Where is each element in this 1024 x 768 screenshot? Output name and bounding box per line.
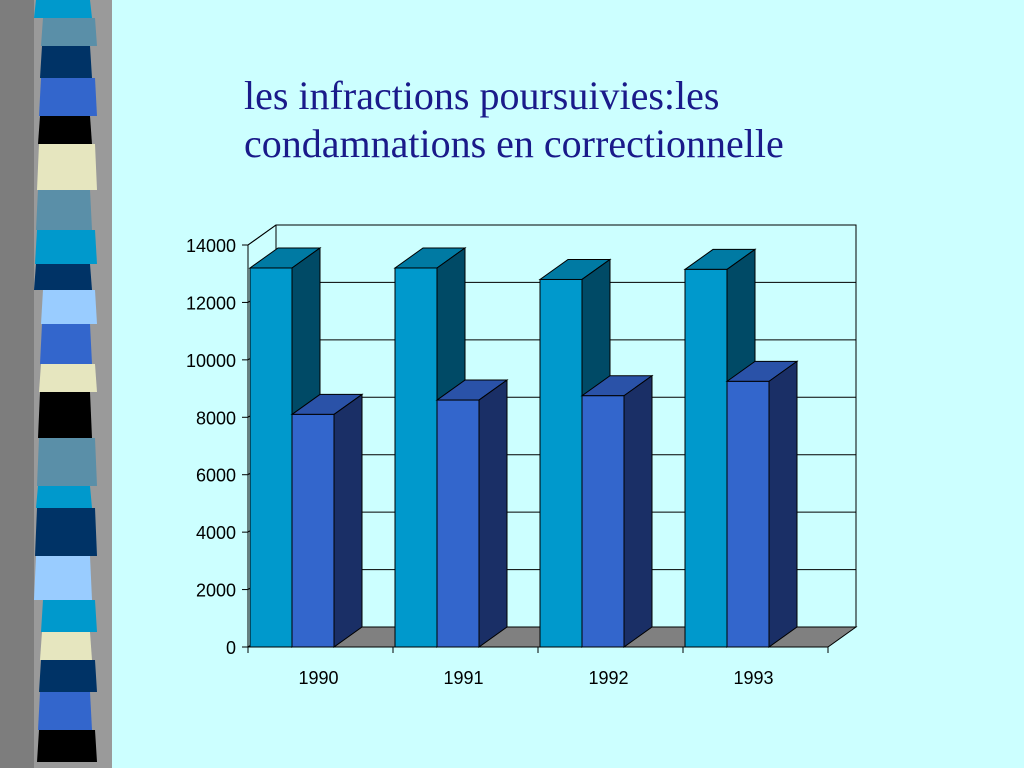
chart-axes <box>242 244 829 653</box>
strip-band <box>35 508 97 556</box>
bar-front-face <box>726 380 770 648</box>
strip-band <box>36 190 92 230</box>
x-axis-tick-labels: 1990 1991 1992 1993 <box>298 668 773 688</box>
bar-front-face <box>394 267 438 648</box>
strip-band <box>39 364 97 392</box>
strip-band <box>37 438 97 486</box>
x-tick-label: 1993 <box>733 668 773 688</box>
y-tick-label: 2000 <box>196 581 236 601</box>
strip-band <box>40 632 92 660</box>
gridline-side <box>247 224 277 246</box>
strip-band <box>40 46 92 78</box>
y-tick-label: 12000 <box>186 293 236 313</box>
slide-title-line-1: les infractions poursuivies:les <box>244 73 720 118</box>
strip-band <box>39 78 97 116</box>
y-axis-tick-labels: 0 2000 4000 6000 8000 10000 12000 14000 <box>186 236 236 658</box>
bar-series-2-1990 <box>290 393 364 648</box>
y-tick-label: 8000 <box>196 408 236 428</box>
y-tick-label: 14000 <box>186 236 236 256</box>
bar-front-face <box>249 267 293 648</box>
bar-side-face <box>768 360 798 648</box>
bar-series-2-1993 <box>725 360 799 648</box>
strip-band <box>37 144 97 190</box>
y-tick-label: 0 <box>226 638 236 658</box>
strip-band <box>41 600 97 632</box>
bar-front-face <box>684 268 728 648</box>
slide-title: les infractions poursuivies:les condamna… <box>244 72 944 168</box>
strip-band <box>34 264 92 290</box>
strip-band <box>35 230 97 264</box>
y-tick-label: 6000 <box>196 466 236 486</box>
bar-front-face <box>291 413 335 648</box>
bar-series-2-1991 <box>435 379 509 648</box>
decorative-side-strip <box>0 0 112 768</box>
bar-side-face <box>333 393 363 648</box>
slide-title-line-2: condamnations en correctionnelle <box>244 121 784 166</box>
bar-front-face <box>581 395 625 648</box>
y-tick-label: 4000 <box>196 523 236 543</box>
strip-band <box>38 116 92 144</box>
strip-band <box>40 324 92 364</box>
strip-band <box>38 692 92 730</box>
x-tick-label: 1990 <box>298 668 338 688</box>
x-tick-label: 1992 <box>588 668 628 688</box>
strip-band <box>41 18 97 46</box>
strip-band <box>34 0 92 18</box>
strip-band <box>38 392 92 438</box>
strip-band <box>41 290 97 324</box>
strip-band <box>34 556 92 600</box>
chart-bars <box>248 246 799 648</box>
bar-front-face <box>539 278 583 648</box>
bar-series-2-1992 <box>580 374 654 648</box>
bar-side-face <box>478 379 508 648</box>
x-tick-label: 1991 <box>443 668 483 688</box>
strip-band <box>36 486 92 508</box>
y-tick-label: 10000 <box>186 351 236 371</box>
bar-side-face <box>623 374 653 648</box>
bar-front-face <box>436 399 480 648</box>
strip-band <box>37 730 97 762</box>
strip-band <box>39 660 97 692</box>
